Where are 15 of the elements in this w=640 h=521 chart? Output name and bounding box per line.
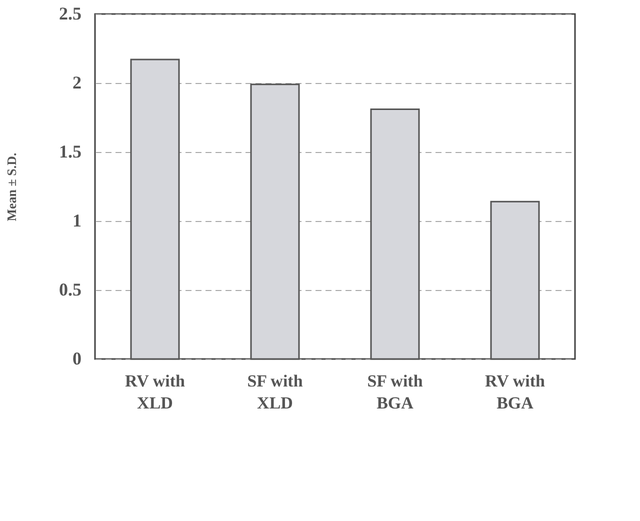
bar: [250, 84, 300, 360]
bar: [490, 200, 540, 360]
y-tick-label: 0: [72, 348, 82, 368]
x-tick-label: SF with BGA: [367, 372, 424, 412]
x-tick-label: RV with XLD: [124, 372, 186, 412]
x-tick-label: RV with BGA: [484, 372, 546, 412]
y-axis-title: Mean ± S.D.: [4, 152, 19, 222]
y-tick-label: 0.5: [59, 280, 82, 300]
x-tick-label: SF with XLD: [247, 372, 304, 412]
y-tick-label: 2: [72, 72, 82, 92]
bar: [370, 108, 420, 360]
y-tick-label: 1.5: [59, 142, 82, 162]
y-tick-label: 1: [72, 210, 82, 230]
y-tick-label: 2.5: [59, 4, 82, 24]
bar: [130, 58, 180, 360]
